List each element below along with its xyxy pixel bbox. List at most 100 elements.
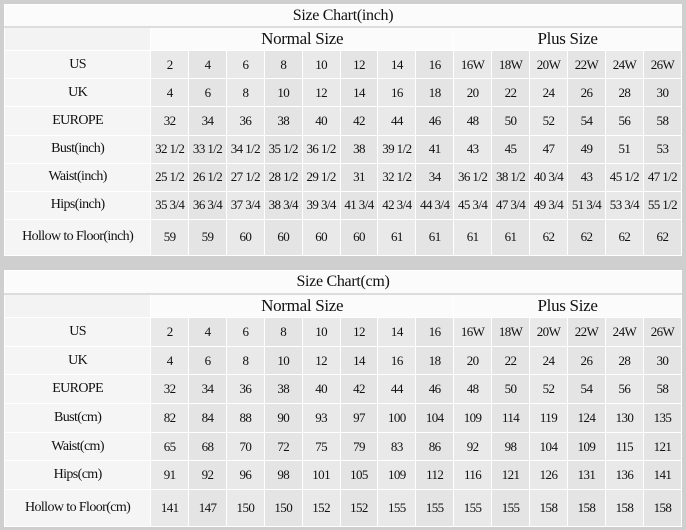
table-cell: 62: [642, 218, 683, 257]
table-cell: 90: [263, 403, 303, 433]
table-cell: 37 3/4: [225, 190, 265, 220]
table-cell: 155: [377, 489, 417, 527]
table-cell: 12: [339, 317, 379, 347]
table-cell: 39 3/4: [301, 190, 341, 220]
table-cell: 155: [491, 489, 531, 527]
table-cell: 8: [263, 317, 303, 347]
table-cell: 47 3/4: [491, 190, 531, 220]
table-cell: 70: [225, 431, 265, 462]
table-cell: 53 3/4: [604, 190, 644, 220]
table-cell: 40: [301, 374, 341, 405]
table-cell: 16: [377, 78, 417, 108]
row-label: Hollow to Floor(cm): [3, 489, 152, 527]
table-cell: 26W: [642, 50, 683, 80]
table-cell: 30: [642, 78, 683, 108]
table-cell: 36 3/4: [188, 190, 227, 220]
table-cell: 75: [301, 431, 341, 462]
table-cell: 38: [263, 374, 303, 405]
table-cell: 42 3/4: [377, 190, 417, 220]
table-cell: 54: [567, 106, 606, 136]
table-cell: 91: [150, 460, 190, 491]
table-cell: 8: [225, 345, 265, 376]
table-cell: 109: [377, 460, 417, 491]
table-cell: 50: [491, 374, 531, 405]
table-cell: 28 1/2: [263, 162, 303, 192]
table-cell: 20W: [529, 317, 568, 347]
table-cell: 10: [301, 50, 341, 80]
table-cell: 158: [642, 489, 683, 527]
table-cell: 8: [225, 78, 265, 108]
table-cell: 38: [263, 106, 303, 136]
table-cell: 2: [150, 50, 190, 80]
table-cell: 130: [604, 403, 644, 433]
table-cell: 152: [301, 489, 341, 527]
table-cell: 20: [453, 345, 493, 376]
table-cell: 147: [188, 489, 227, 527]
table-cell: 26: [566, 345, 606, 376]
table-cell: 46: [415, 106, 455, 136]
table-cell: 2: [150, 317, 190, 347]
table-cell: 35 1/2: [263, 134, 303, 164]
table-cell: 88: [225, 403, 265, 433]
table-cell: 52: [529, 374, 568, 405]
table-cell: 14: [339, 78, 379, 108]
table-cell: 158: [566, 489, 606, 527]
table-cell: 58: [642, 374, 683, 405]
row-label: Bust(inch): [3, 134, 152, 164]
table-cell: 41: [415, 134, 455, 164]
row-label: UK: [3, 345, 152, 376]
row-label: UK: [3, 78, 152, 108]
row-label: Hips(cm): [3, 460, 152, 491]
table-cell: 150: [225, 489, 265, 527]
table-cell: 62: [604, 218, 644, 257]
table-cell: 54: [566, 374, 606, 405]
table-cell: 112: [415, 460, 455, 491]
table-cell: 46: [415, 374, 455, 405]
table-cell: 44: [377, 374, 417, 405]
table-cell: 4: [150, 78, 190, 108]
table-cell: 22: [491, 345, 531, 376]
table-cell: 83: [377, 431, 417, 462]
table-cell: 150: [263, 489, 303, 527]
table-cell: 31: [339, 162, 379, 192]
table-cell: 10: [263, 78, 303, 108]
table-cell: 12: [301, 78, 341, 108]
table-cell: 38 3/4: [263, 190, 303, 220]
table-cell: 16W: [453, 317, 493, 347]
table-cell: 114: [491, 403, 531, 433]
table-cell: 92: [188, 460, 227, 491]
table-cell: 30: [642, 345, 683, 376]
table-cell: 62: [567, 218, 606, 257]
table-cell: 44: [377, 106, 417, 136]
table-cell: 28: [604, 345, 644, 376]
group-header-plus: Plus Size: [453, 293, 682, 319]
table-cell: 116: [453, 460, 493, 491]
table-cell: 10: [263, 345, 303, 376]
group-header-plus: Plus Size: [453, 26, 682, 52]
table-cell: 6: [225, 317, 265, 347]
table-cell: 141: [642, 460, 683, 491]
table-cell: 61: [377, 218, 417, 257]
table-cell: 34: [188, 374, 227, 405]
table-cell: 4: [150, 345, 190, 376]
table-cell: 26W: [642, 317, 683, 347]
table-cell: 33 1/2: [188, 134, 227, 164]
table-cell: 47: [529, 134, 568, 164]
table-cell: 109: [453, 403, 493, 433]
corner-cell: [3, 26, 152, 52]
row-label: Hips(inch): [3, 190, 152, 220]
table-cell: 62: [529, 218, 568, 257]
table-cell: 36 1/2: [301, 134, 341, 164]
table-cell: 24: [529, 345, 568, 376]
table-cell: 152: [339, 489, 379, 527]
table-cell: 136: [604, 460, 644, 491]
table-cell: 32: [150, 106, 190, 136]
table-cell: 26: [567, 78, 606, 108]
table-cell: 98: [263, 460, 303, 491]
table-cell: 45 1/2: [604, 162, 644, 192]
table-cell: 47 1/2: [642, 162, 683, 192]
table-cell: 48: [453, 374, 493, 405]
size-chart-cm: Size Chart(cm) Normal Size Plus Size US 2 4 6 8…: [3, 269, 683, 527]
row-label: US: [3, 50, 152, 80]
table-cell: 16W: [453, 50, 493, 80]
